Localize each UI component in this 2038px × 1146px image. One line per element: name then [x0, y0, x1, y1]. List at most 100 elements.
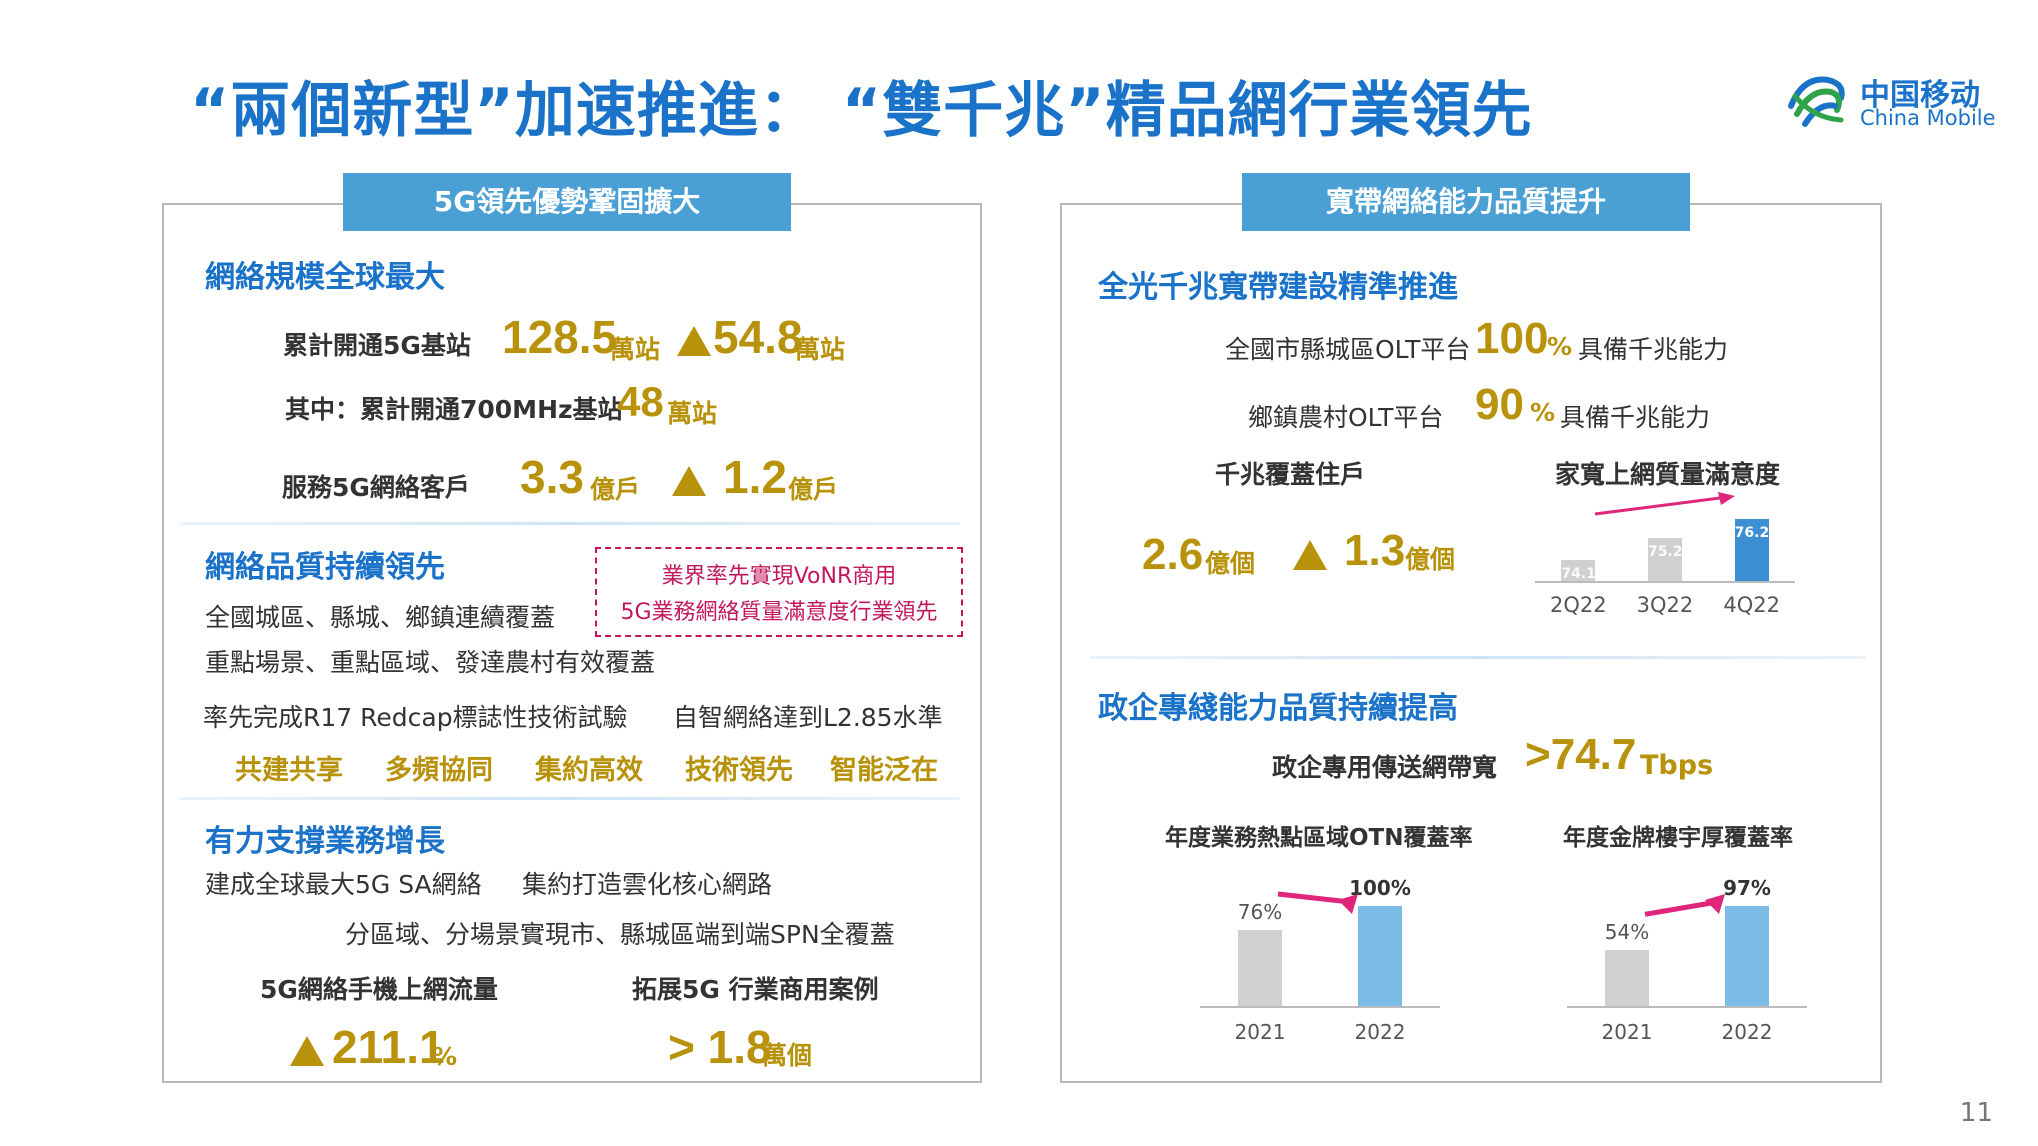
700mhz-bases-value: 48 — [617, 378, 664, 425]
growth-arrow-icon — [1644, 894, 1725, 917]
chart-bar — [1648, 538, 1682, 581]
chart-axis — [1567, 1006, 1807, 1008]
building-chart-title: 年度金牌樓宇厚覆蓋率 — [1563, 825, 1793, 851]
broadband-satisfaction-chart: 74.1 2Q22 75.2 3Q22 76.2 4Q22 — [1535, 515, 1795, 625]
city-olt-label: 全國市縣城區OLT平台 — [1225, 335, 1471, 364]
logo-english-name: China Mobile — [1860, 106, 1996, 130]
gigabit-homes-increase-value: 1.3 — [1344, 526, 1406, 575]
tag-multi-band: 多頻協同 — [385, 755, 493, 786]
vonr-text: 業界率先實現VoNR商用 — [661, 564, 897, 589]
chart-bar — [1238, 930, 1282, 1006]
coverage-line-1: 全國城區、縣城、鄉鎮連續覆蓋 — [205, 603, 556, 632]
700mhz-bases-label: 其中：累計開通700MHz基站 — [285, 395, 623, 424]
5g-customers-increase-unit: 億戶 — [788, 475, 839, 504]
city-olt-suffix: 具備千兆能力 — [1578, 335, 1729, 364]
category-label: 2022 — [1721, 1020, 1773, 1044]
5g-bases-increase-value: 54.8 — [713, 311, 803, 363]
otn-coverage-chart: 76% 2021 100% 2022 — [1200, 870, 1440, 1050]
gigabit-homes-value: 2.6 — [1142, 530, 1204, 579]
otn-chart-title: 年度業務熱點區域OTN覆蓋率 — [1165, 825, 1473, 851]
bar-value-label: 76.2 — [1734, 525, 1770, 541]
growth-arrow-icon — [1277, 891, 1358, 914]
category-label: 4Q22 — [1723, 593, 1780, 617]
chart-axis — [1535, 581, 1795, 583]
chart-bar — [1605, 950, 1649, 1006]
5g-customers-unit: 億戶 — [590, 475, 641, 504]
tag-intensive: 集約高效 — [535, 755, 643, 786]
bar-value-label: 54% — [1604, 920, 1650, 945]
left-panel — [162, 203, 982, 1083]
right-panel-tab: 寬帶網絡能力品質提升 — [1242, 173, 1690, 231]
bar-value-label: 97% — [1723, 876, 1771, 900]
left-sec1-heading: 網絡規模全球最大 — [205, 260, 445, 295]
page-title: “兩個新型”加速推進： “雙千兆”精品網行業領先 — [190, 76, 1533, 146]
gigabit-homes-unit: 億個 — [1205, 549, 1256, 578]
satisfaction-text: 5G業務網絡質量滿意度行業領先 — [620, 600, 938, 625]
chart-bar — [1725, 906, 1769, 1006]
increase-triangle-icon — [672, 466, 706, 496]
tag-tech-lead: 技術領先 — [685, 755, 793, 786]
page-number: 11 — [1959, 1098, 1993, 1128]
category-label: 2021 — [1234, 1020, 1286, 1044]
city-olt-value: 100 — [1475, 314, 1549, 363]
cumulative-5g-bases-value: 128.5 — [502, 311, 618, 363]
broadband-chart-title: 家寬上網質量滿意度 — [1555, 460, 1781, 489]
chart-bar — [1358, 906, 1402, 1006]
coverage-line-2: 重點場景、重點區域、發達農村有效覆蓋 — [205, 648, 656, 677]
divider — [180, 522, 960, 525]
mobile-traffic-label: 5G網絡手機上網流量 — [260, 975, 498, 1004]
category-label: 2022 — [1354, 1020, 1406, 1044]
increase-triangle-icon — [677, 326, 711, 356]
rural-olt-suffix: 具備千兆能力 — [1560, 403, 1711, 432]
tag-intelligent: 智能泛在 — [830, 755, 938, 786]
5g-customers-label: 服務5G網絡客戶 — [282, 473, 470, 502]
tag-co-build: 共建共享 — [235, 755, 343, 786]
autonomous-network-text: 自智網絡達到L2.85水準 — [673, 703, 943, 732]
700mhz-bases-unit: 萬站 — [667, 399, 718, 428]
left-sec3-heading: 有力支撐業務增長 — [205, 824, 445, 859]
highlight-box: 業界率先實現VoNR商用 5G業務網絡質量滿意度行業領先 — [595, 547, 963, 637]
mobile-traffic-unit: % — [432, 1042, 458, 1071]
rural-olt-value: 90 — [1475, 380, 1524, 429]
cumulative-5g-bases-label: 累計開通5G基站 — [283, 331, 471, 360]
industry-cases-label: 拓展5G 行業商用案例 — [632, 975, 879, 1004]
5g-customers-value: 3.3 — [520, 451, 584, 503]
building-coverage-chart: 54% 2021 97% 2022 — [1567, 870, 1807, 1050]
city-olt-unit: % — [1547, 332, 1573, 361]
divider — [1090, 656, 1865, 659]
industry-cases-unit: 萬個 — [762, 1041, 813, 1070]
spn-coverage-text: 分區域、分場景實現市、縣城區端到端SPN全覆蓋 — [345, 920, 895, 949]
bar-value-label: 76% — [1237, 900, 1283, 924]
category-label: 2Q22 — [1550, 593, 1607, 617]
rural-olt-label: 鄉鎮農村OLT平台 — [1248, 403, 1444, 432]
redcap-trial-text: 率先完成R17 Redcap標誌性技術試驗 — [203, 703, 628, 732]
left-panel-tab: 5G領先優勢鞏固擴大 — [343, 173, 791, 231]
china-mobile-logo-icon — [1788, 76, 1845, 127]
industry-cases-value: > 1.8 — [668, 1021, 772, 1073]
chart-bar — [1561, 559, 1596, 581]
5g-customers-increase-value: 1.2 — [723, 451, 787, 503]
category-label: 3Q22 — [1636, 593, 1694, 617]
right-sec1-heading: 全光千兆寬帶建設精準推進 — [1098, 270, 1458, 305]
chart-bar — [1734, 519, 1769, 581]
enterprise-bandwidth-value: >74.7 — [1525, 730, 1637, 779]
divider — [180, 797, 960, 800]
bar-value-label: 100% — [1349, 876, 1411, 900]
enterprise-bandwidth-label: 政企專用傳送網帶寬 — [1272, 753, 1498, 782]
trend-arrow-icon — [1594, 492, 1735, 516]
cumulative-5g-bases-unit: 萬站 — [610, 335, 661, 364]
mobile-traffic-value: 211.1 — [332, 1021, 445, 1073]
sa-network-text: 建成全球最大5G SA網絡 — [205, 870, 482, 899]
increase-triangle-icon — [290, 1036, 324, 1066]
rural-olt-unit: % — [1530, 398, 1556, 427]
category-label: 2021 — [1601, 1020, 1653, 1044]
gigabit-homes-label: 千兆覆蓋住戶 — [1215, 460, 1366, 489]
bar-value-label: 74.1 — [1561, 565, 1596, 582]
logo-chinese-name: 中国移动 — [1860, 78, 1980, 113]
increase-triangle-icon — [1293, 540, 1327, 570]
chart-axis — [1200, 1006, 1440, 1008]
cloud-core-text: 集約打造雲化核心網路 — [522, 870, 773, 899]
bar-value-label: 75.2 — [1648, 544, 1683, 561]
enterprise-bandwidth-unit: Tbps — [1640, 750, 1714, 781]
left-sec2-heading: 網絡品質持續領先 — [205, 550, 445, 585]
